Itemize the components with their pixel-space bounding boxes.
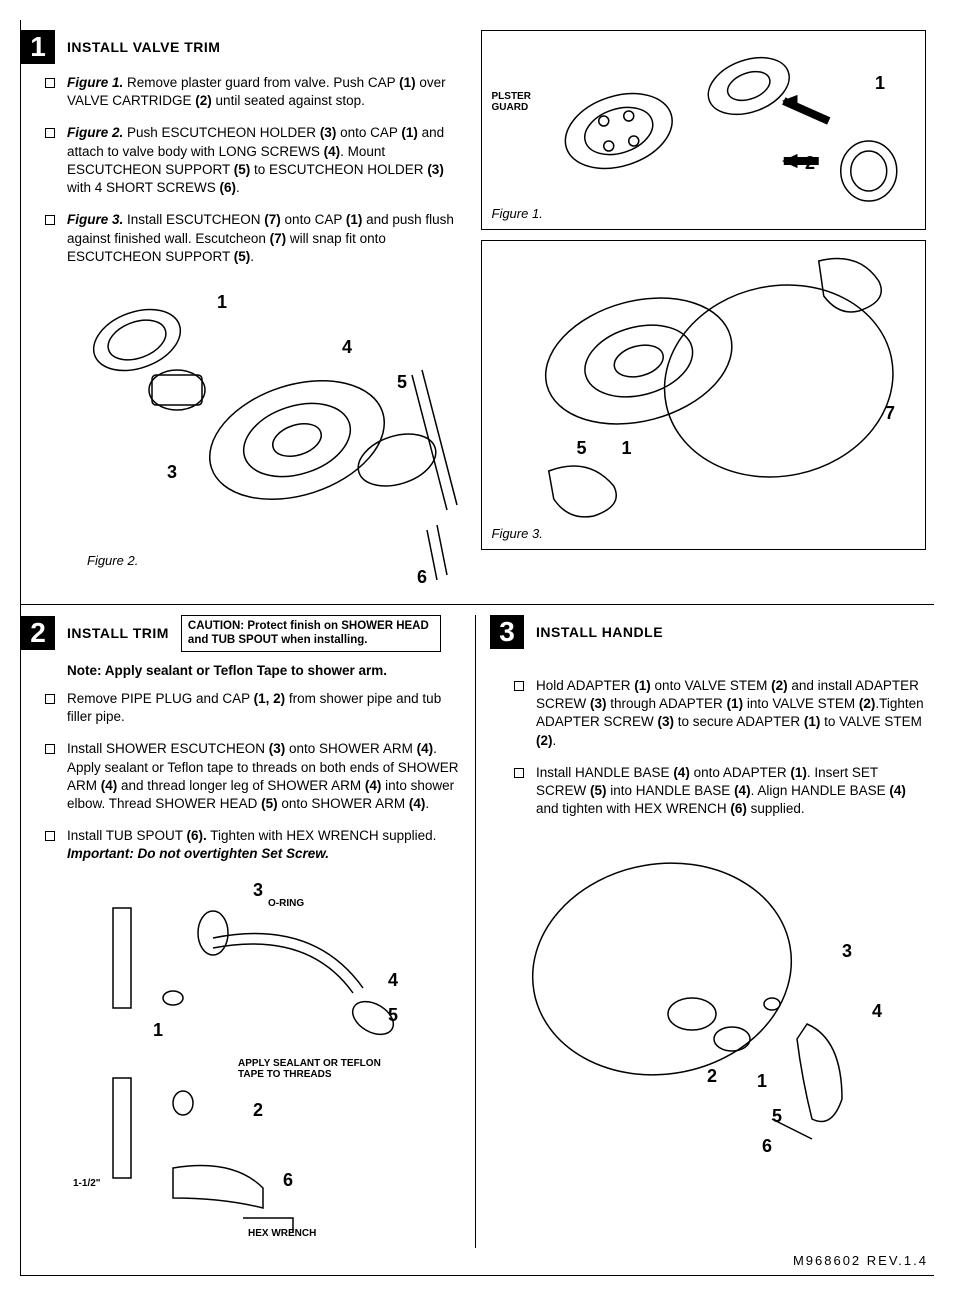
fig-ref: Figure 3. — [67, 212, 123, 227]
callout-5: 5 — [577, 436, 587, 460]
section-2-diagram: 3 O-RING 4 5 1 2 6 APPLY SEALANT OR TEFL… — [53, 878, 433, 1248]
callout-4: 4 — [872, 999, 882, 1023]
section-3-svg — [512, 839, 912, 1159]
section-2-note: Note: Apply sealant or Teflon Tape to sh… — [21, 662, 465, 680]
bullet: Figure 3. Install ESCUTCHEON (7) onto CA… — [67, 211, 467, 266]
callout-1: 1 — [153, 1018, 163, 1042]
sealant-label: APPLY SEALANT OR TEFLON TAPE TO THREADS — [238, 1058, 388, 1080]
figure-3-box: 1 5 7 Figure 3. — [481, 240, 927, 550]
fig-ref: Figure 2. — [67, 125, 123, 140]
figure-2-svg — [67, 280, 477, 590]
step-number-2: 2 — [21, 616, 55, 650]
section-3-header: 3 INSTALL HANDLE — [490, 615, 934, 649]
fig-ref: Figure 1. — [67, 75, 123, 90]
bullet: Install SHOWER ESCUTCHEON (3) onto SHOWE… — [67, 740, 465, 813]
callout-1: 1 — [757, 1069, 767, 1093]
figure-1-svg — [482, 31, 926, 231]
section-1-title: INSTALL VALVE TRIM — [67, 38, 220, 57]
callout-1: 1 — [217, 290, 227, 314]
figure-3-caption: Figure 3. — [492, 525, 543, 543]
section-3-bullets: Hold ADAPTER (1) onto VALVE STEM (2) and… — [490, 677, 934, 819]
bullet: Remove PIPE PLUG and CAP (1, 2) from sho… — [67, 690, 465, 726]
callout-1: 1 — [875, 71, 885, 95]
callout-3: 3 — [167, 460, 177, 484]
section-3: 3 INSTALL HANDLE Hold ADAPTER (1) onto V… — [490, 615, 934, 1248]
divider — [21, 604, 934, 605]
bullet-text: Install ESCUTCHEON (7) onto CAP (1) and … — [67, 212, 454, 263]
bullet: Install TUB SPOUT (6). Tighten with HEX … — [67, 827, 465, 863]
callout-2: 2 — [707, 1064, 717, 1088]
callout-4: 4 — [342, 335, 352, 359]
hex-label: HEX WRENCH — [248, 1228, 316, 1239]
callout-7: 7 — [885, 401, 895, 425]
callout-5: 5 — [388, 1003, 398, 1027]
section-2-title: INSTALL TRIM — [67, 624, 169, 643]
section-1-row: 1 INSTALL VALVE TRIM Figure 1. Remove pl… — [21, 30, 934, 596]
section-2-bullets: Remove PIPE PLUG and CAP (1, 2) from sho… — [21, 690, 465, 864]
oring-label: O-RING — [268, 898, 304, 909]
caution-box: CAUTION: Protect finish on SHOWER HEAD a… — [181, 615, 441, 652]
doc-id-footer: M968602 REV.1.4 — [21, 1252, 934, 1270]
important-note: Important: Do not overtighten Set Screw. — [67, 846, 329, 861]
section-3-diagram: 3 4 2 1 5 6 — [512, 839, 912, 1159]
callout-1: 1 — [622, 436, 632, 460]
section-1-figures-col: PLSTER GUARD 1 2 Figure 1. 1 — [481, 30, 935, 596]
plaster-guard-label: PLSTER GUARD — [492, 91, 542, 113]
section-2-header: 2 INSTALL TRIM CAUTION: Protect finish o… — [21, 615, 465, 652]
callout-6: 6 — [283, 1168, 293, 1192]
callout-5: 5 — [397, 370, 407, 394]
callout-2: 2 — [253, 1098, 263, 1122]
section-2: 2 INSTALL TRIM CAUTION: Protect finish o… — [21, 615, 476, 1248]
section-3-title: INSTALL HANDLE — [536, 623, 663, 642]
bullet: Figure 2. Push ESCUTCHEON HOLDER (3) ont… — [67, 124, 467, 197]
figure-1-caption: Figure 1. — [492, 205, 543, 223]
callout-6: 6 — [417, 565, 427, 589]
step-number-1: 1 — [21, 30, 55, 64]
figure-2-diagram: 1 3 4 5 6 Figure 2. — [67, 280, 457, 590]
page: 1 INSTALL VALVE TRIM Figure 1. Remove pl… — [20, 20, 934, 1276]
sections-2-3-row: 2 INSTALL TRIM CAUTION: Protect finish o… — [21, 615, 934, 1248]
callout-4: 4 — [388, 968, 398, 992]
bullet-text: Push ESCUTCHEON HOLDER (3) onto CAP (1) … — [67, 125, 444, 195]
step-number-3: 3 — [490, 615, 524, 649]
callout-5: 5 — [772, 1104, 782, 1128]
bullet: Figure 1. Remove plaster guard from valv… — [67, 74, 467, 110]
callout-3: 3 — [253, 878, 263, 902]
figure-1-box: PLSTER GUARD 1 2 Figure 1. — [481, 30, 927, 230]
section-1-header: 1 INSTALL VALVE TRIM — [21, 30, 467, 64]
bullet: Install HANDLE BASE (4) onto ADAPTER (1)… — [536, 764, 934, 819]
section-1-text-col: 1 INSTALL VALVE TRIM Figure 1. Remove pl… — [21, 30, 467, 596]
section-1-bullets: Figure 1. Remove plaster guard from valv… — [21, 74, 467, 266]
dim-label: 1-1/2" — [73, 1178, 101, 1189]
callout-3: 3 — [842, 939, 852, 963]
bullet: Hold ADAPTER (1) onto VALVE STEM (2) and… — [536, 677, 934, 750]
figure-3-svg — [482, 241, 926, 551]
callout-2: 2 — [805, 151, 815, 175]
figure-2-caption: Figure 2. — [87, 552, 138, 570]
callout-6: 6 — [762, 1134, 772, 1158]
